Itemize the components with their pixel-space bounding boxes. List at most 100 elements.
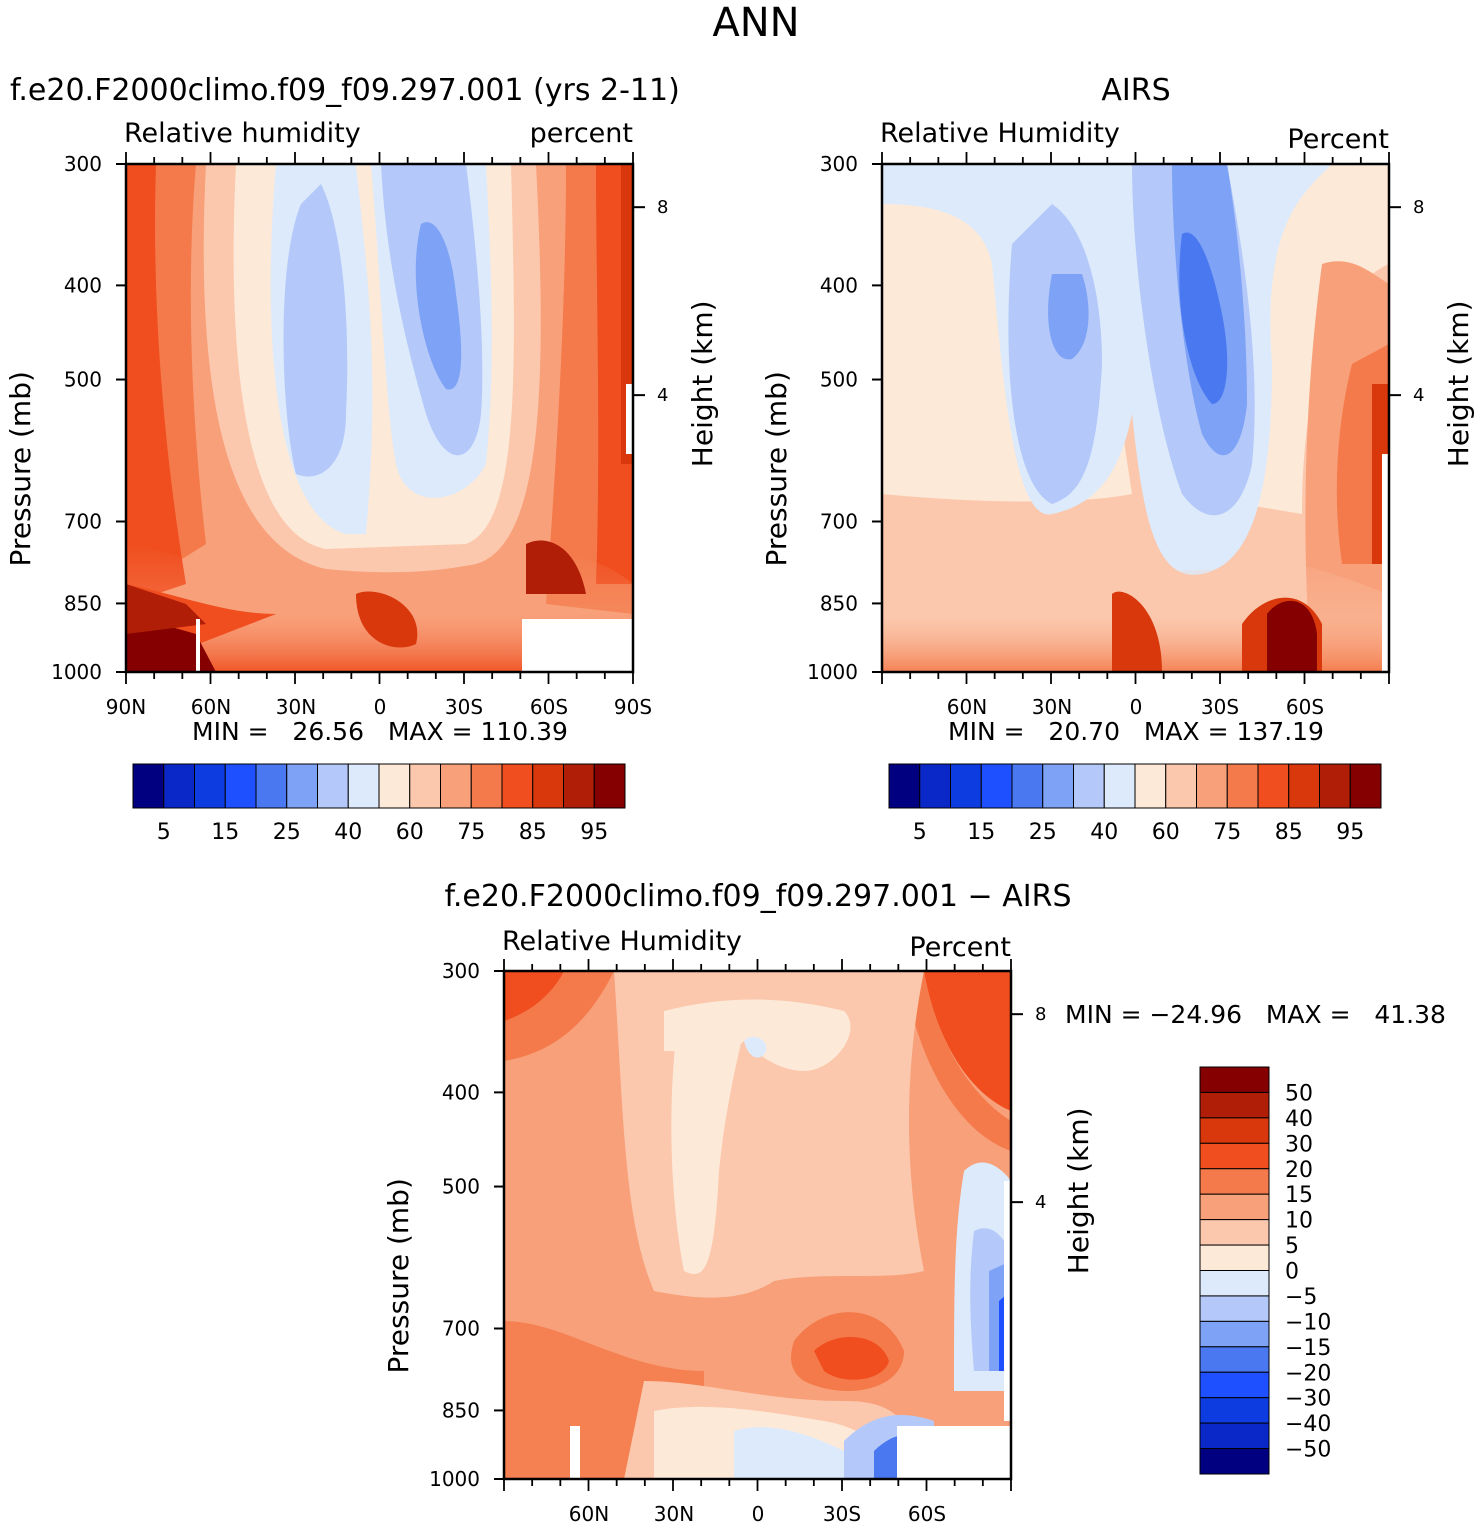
panel-diff-field	[504, 971, 1011, 1479]
colorbar-box	[1165, 763, 1197, 809]
panel-diff-right-string: Percent	[909, 932, 1011, 963]
colorbar-label: 15	[211, 820, 239, 845]
pressure-tick-label: 300	[442, 959, 480, 983]
colorbar-box	[1257, 763, 1290, 809]
colorbar-box	[1199, 1270, 1270, 1297]
latitude-tick-label: 90S	[614, 695, 652, 719]
page-title: ANN	[712, 0, 799, 46]
pressure-tick-label: 700	[820, 510, 858, 534]
colorbar-label: 15	[1285, 1183, 1313, 1208]
pressure-tick-label: 500	[442, 1175, 480, 1199]
colorbar-label: 40	[1285, 1107, 1313, 1132]
panel-model-left-string: Relative humidity	[124, 118, 361, 149]
colorbar-label: −20	[1285, 1361, 1331, 1386]
pressure-tick-label: 850	[64, 591, 102, 615]
height-tick-label: 8	[657, 197, 668, 218]
height-tick-label: 4	[1413, 385, 1424, 406]
colorbar-label: 75	[457, 820, 485, 845]
colorbar-label: 30	[1285, 1132, 1313, 1157]
colorbar-box	[1349, 763, 1382, 809]
colorbar-box	[224, 763, 257, 809]
latitude-tick-label: 30N	[276, 695, 316, 719]
colorbar-label: 0	[1285, 1260, 1299, 1285]
colorbar-label: −15	[1285, 1336, 1331, 1361]
pressure-tick-label: 500	[64, 368, 102, 392]
colorbar-box	[1199, 1371, 1270, 1399]
latitude-tick-label: 0	[374, 695, 387, 719]
panel-obs-right-string: Percent	[1287, 124, 1389, 155]
panel-diff: f.e20.F2000climo.f09_f09.297.001 − AIRS …	[382, 879, 1446, 1526]
pressure-axis-label: Pressure (mb)	[4, 371, 37, 566]
colorbar-box	[1199, 1117, 1270, 1144]
colorbar-label: 75	[1213, 820, 1241, 845]
colorbar-label: −10	[1285, 1310, 1331, 1335]
latitude-tick-label: 60S	[1286, 695, 1324, 719]
colorbar-label: 85	[1275, 820, 1303, 845]
panel-obs-field	[882, 164, 1389, 672]
colorbar-box	[1288, 763, 1320, 809]
pressure-tick-label: 850	[820, 591, 858, 615]
latitude-tick-label: 60S	[530, 695, 568, 719]
colorbar-box	[163, 763, 195, 809]
colorbar-box	[1199, 1168, 1270, 1195]
pressure-tick-label: 500	[820, 368, 858, 392]
pressure-tick-label: 400	[442, 1080, 480, 1104]
pressure-tick-label: 300	[820, 152, 858, 176]
colorbar-box	[1199, 1219, 1270, 1246]
panel-model-axes: 300 400 500 700 850 1000 Pressure (mb) 8 4 Height…	[4, 152, 719, 719]
colorbar-label: 10	[1285, 1209, 1313, 1234]
colorbar-box	[317, 763, 349, 809]
colorbar-box	[919, 763, 951, 809]
latitude-tick-label: 30N	[1032, 695, 1072, 719]
latitude-tick-label: 30S	[1201, 695, 1239, 719]
panel-model-colorbar: 5 15 25 40 60 75 85 95	[132, 763, 626, 845]
panel-obs-left-string: Relative Humidity	[880, 118, 1120, 149]
latitude-tick-label: 0	[1130, 695, 1143, 719]
panel-obs: AIRS Relative Humidity Percent 300400500…	[760, 73, 1475, 845]
pressure-tick-label: 850	[442, 1398, 480, 1422]
colorbar-label: 25	[273, 820, 301, 845]
colorbar-label: 5	[913, 820, 927, 845]
colorbar-label: 5	[157, 820, 171, 845]
height-tick-label: 8	[1413, 197, 1424, 218]
latitude-tick-label: 30S	[445, 695, 483, 719]
pressure-tick-label: 1000	[51, 660, 102, 684]
height-axis-label: Height (km)	[1062, 1107, 1095, 1274]
pressure-tick-label: 400	[820, 273, 858, 297]
latitude-tick-label: 0	[752, 1502, 765, 1526]
colorbar-box	[1199, 1346, 1270, 1373]
panel-diff-axes: 300 400 500 700 850 1000 Pressure (mb) 8 4 Height…	[382, 959, 1095, 1526]
pressure-axis-label: Pressure (mb)	[382, 1178, 415, 1373]
panel-obs-colorbar: 5 15 25 40 60 75 85 95	[888, 763, 1382, 845]
panel-model-right-string: percent	[530, 118, 633, 149]
panel-model-field	[126, 164, 633, 672]
latitude-tick-label: 90N	[106, 695, 146, 719]
colorbar-label: 5	[1285, 1234, 1299, 1259]
panel-obs-title: AIRS	[1101, 73, 1170, 108]
colorbar-label: −40	[1285, 1412, 1331, 1437]
height-tick-label: 4	[657, 385, 668, 406]
pressure-tick-label: 1000	[807, 660, 858, 684]
latitude-tick-label: 30S	[823, 1502, 861, 1526]
colorbar-label: 20	[1285, 1158, 1313, 1183]
colorbar-box	[593, 763, 626, 809]
colorbar-box	[1042, 763, 1074, 809]
colorbar-box	[347, 763, 380, 809]
colorbar-label: 25	[1029, 820, 1057, 845]
colorbar-box	[1199, 1066, 1270, 1093]
colorbar-box	[1199, 1295, 1270, 1322]
height-tick-label: 8	[1035, 1004, 1046, 1025]
colorbar-label: 40	[334, 820, 362, 845]
latitude-tick-label: 60N	[191, 695, 231, 719]
colorbar-box	[1011, 763, 1044, 809]
panel-diff-stats: MIN = −24.96 MAX = 41.38	[1065, 1000, 1446, 1029]
colorbar-box	[1199, 1244, 1270, 1271]
colorbar-label: 60	[1152, 820, 1180, 845]
latitude-tick-label: 60S	[908, 1502, 946, 1526]
colorbar-label: 40	[1090, 820, 1118, 845]
colorbar-box	[440, 763, 472, 809]
colorbar-label: 15	[967, 820, 995, 845]
colorbar-label: 95	[580, 820, 608, 845]
colorbar-box	[1196, 763, 1228, 809]
